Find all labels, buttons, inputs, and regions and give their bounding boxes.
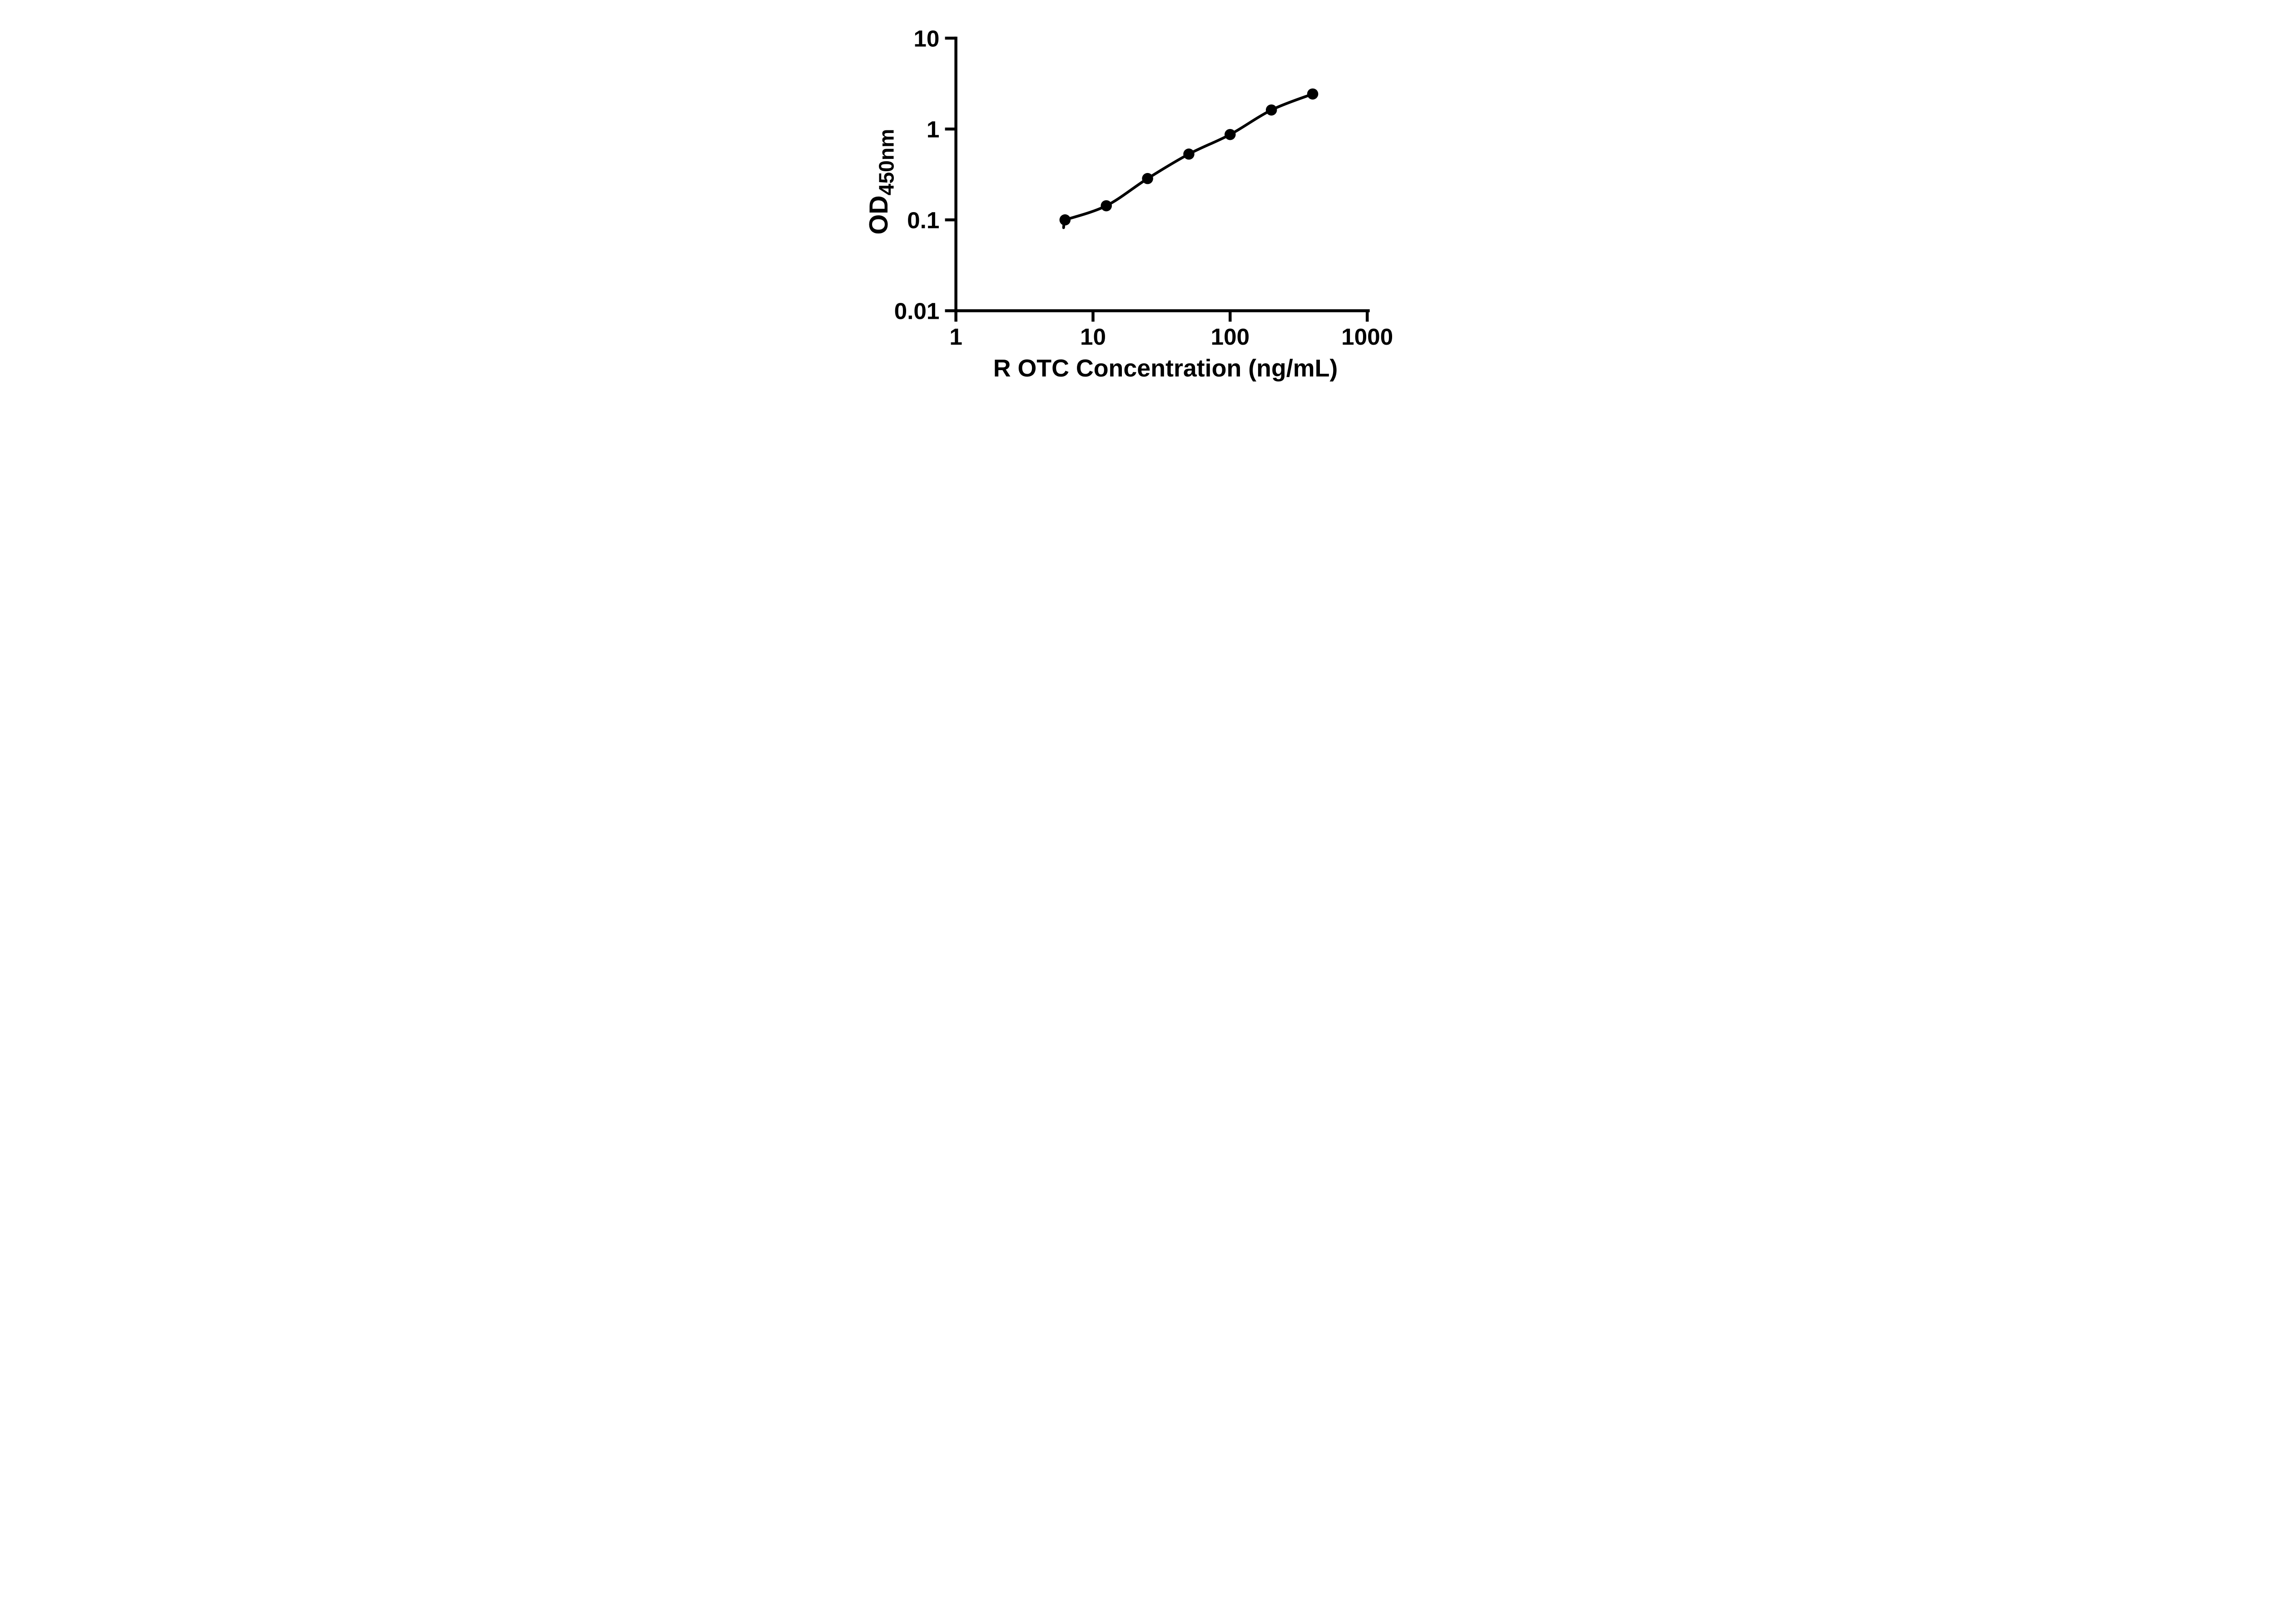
- y-axis-title: OD450nm: [864, 129, 898, 235]
- tick-labels: 1 10 100 1000 10 1 0.1 0.01: [894, 25, 1393, 350]
- data-point: [1183, 149, 1195, 160]
- data-point: [1101, 200, 1112, 212]
- y-tick-label: 10: [913, 25, 939, 51]
- x-tick-label: 100: [1211, 324, 1250, 350]
- data-point: [1225, 129, 1236, 140]
- data-point: [1265, 104, 1277, 116]
- standard-curve-figure: 1 10 100 1000 10 1 0.1 0.01 R OTC Concentration…: [843, 0, 1428, 406]
- y-axis-title-subscript: 450nm: [875, 129, 898, 196]
- data-point: [1059, 214, 1071, 226]
- page: 1 10 100 1000 10 1 0.1 0.01 R OTC Concentration…: [843, 0, 1428, 406]
- data-points: [1059, 88, 1319, 226]
- y-tick-label: 0.1: [907, 207, 939, 233]
- x-tick-label: 1000: [1341, 324, 1393, 350]
- x-tick-label: 1: [949, 324, 962, 350]
- y-axis-title-main: OD: [864, 195, 893, 234]
- data-point: [1142, 173, 1153, 184]
- y-tick-label: 0.01: [894, 298, 940, 324]
- y-tick-label: 1: [927, 116, 940, 142]
- tick-marks: [945, 36, 1369, 322]
- chart-canvas: 1 10 100 1000 10 1 0.1 0.01 R OTC Concentration…: [843, 0, 1428, 406]
- x-axis-title: R OTC Concentration (ng/mL): [993, 355, 1338, 382]
- x-tick-label: 10: [1080, 324, 1106, 350]
- data-point: [1307, 88, 1319, 100]
